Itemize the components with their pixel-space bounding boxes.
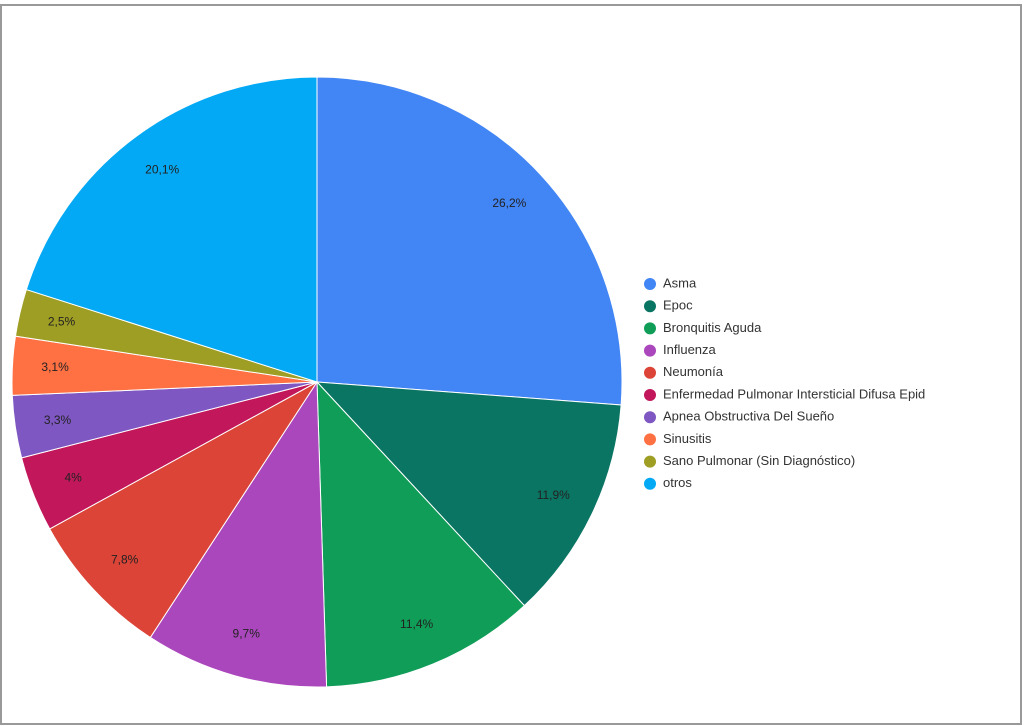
legend-label: Neumonía: [663, 364, 724, 379]
pie-slice: [25, 76, 318, 383]
legend-marker: [644, 455, 656, 468]
legend-marker: [644, 300, 656, 313]
slice-label: 2,5%: [48, 315, 76, 329]
legend-marker: [644, 389, 656, 401]
legend-label: Asma: [663, 275, 697, 290]
legend-marker: [644, 322, 656, 335]
legend-marker: [644, 278, 656, 290]
pie-slice: [149, 380, 328, 688]
legend-label: Sano Pulmonar (Sin Diagnóstico): [663, 453, 855, 468]
legend-marker: [644, 477, 656, 490]
legend-label: Apnea Obstructiva Del Sueño: [663, 409, 834, 424]
legend-label: Influenza: [663, 342, 717, 357]
slice-label: 9,7%: [233, 627, 261, 641]
slice-label: 11,4%: [400, 617, 433, 631]
legend-label: Epoc: [663, 298, 693, 313]
pie-slice: [49, 381, 318, 639]
pie-slice: [316, 76, 623, 406]
legend-marker: [644, 411, 656, 424]
legend-marker: [644, 366, 656, 379]
slice-label: 3,1%: [41, 360, 69, 374]
legend-label: otros: [663, 475, 692, 490]
slice-label: 20,1%: [145, 162, 179, 176]
legend-label: Sinusitis: [663, 431, 712, 446]
slice-label: 3,3%: [44, 413, 72, 427]
slice-label: 7,8%: [111, 553, 139, 567]
pie-slice: [315, 381, 622, 607]
pie-slice: [316, 380, 526, 688]
slice-label: 26,2%: [492, 196, 526, 210]
legend-label: Enfermedad Pulmonar Intersticial Difusa …: [663, 386, 925, 401]
legend-marker: [644, 433, 656, 446]
slice-label: 11,9%: [537, 488, 570, 502]
legend-label: Bronquitis Aguda: [663, 320, 762, 335]
slice-label: 4%: [64, 471, 82, 485]
legend-marker: [644, 344, 656, 357]
